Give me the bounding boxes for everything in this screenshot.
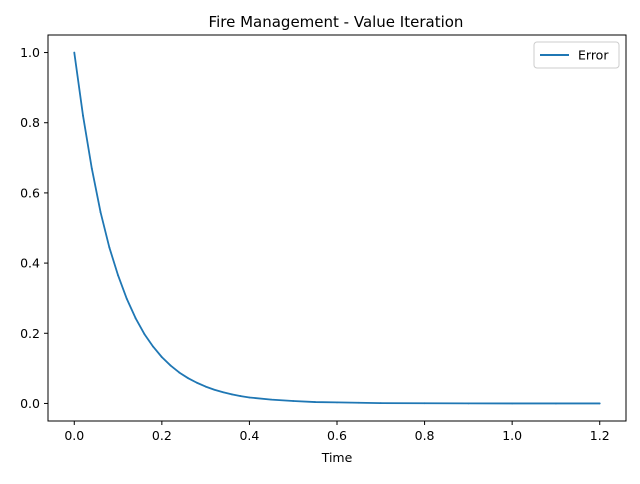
data-point	[90, 167, 93, 170]
data-point	[248, 396, 251, 399]
legend: Error	[533, 41, 620, 69]
data-point	[314, 401, 317, 403]
y-tick-label: 0.0	[20, 396, 40, 411]
data-point	[292, 400, 295, 402]
plot-area	[73, 51, 601, 405]
data-point	[73, 51, 76, 54]
data-point	[213, 388, 216, 391]
x-axis-ticks: 0.0 0.2 0.4 0.6 0.8 1.0 1.2	[64, 421, 610, 443]
data-point	[336, 401, 338, 404]
y-axis-ticks: 0.0 0.2 0.4 0.6 0.8 1.0	[20, 45, 48, 411]
y-tick-label: 1.0	[20, 45, 40, 60]
x-tick-label: 1.2	[590, 428, 610, 443]
y-tick-label: 0.4	[20, 256, 40, 271]
series-line-error	[73, 52, 600, 405]
y-tick-label: 0.8	[20, 115, 40, 130]
data-point	[143, 333, 146, 335]
data-point	[187, 377, 190, 380]
data-point	[195, 381, 198, 384]
data-point	[231, 393, 233, 396]
data-point	[134, 317, 137, 320]
x-tick-label: 0.0	[64, 428, 84, 443]
chart-title: Fire Management - Value Iteration	[209, 13, 464, 31]
data-point	[357, 401, 360, 404]
y-tick-label: 0.6	[20, 185, 40, 200]
data-point	[169, 364, 172, 367]
data-point	[423, 402, 426, 405]
axes-frame	[47, 34, 627, 422]
data-point	[204, 385, 207, 388]
x-tick-label: 0.2	[152, 428, 172, 443]
data-point	[598, 402, 601, 405]
x-axis-label: Time	[321, 450, 353, 465]
data-point	[379, 402, 382, 405]
data-point	[270, 398, 273, 401]
data-point	[125, 297, 128, 300]
x-tick-label: 1.0	[502, 428, 522, 443]
data-point	[99, 211, 102, 214]
data-point	[222, 391, 225, 394]
data-point	[117, 274, 119, 277]
x-tick-label: 0.8	[415, 428, 435, 443]
x-tick-label: 0.6	[327, 428, 347, 443]
y-tick-label: 0.2	[20, 326, 40, 341]
data-point	[511, 402, 514, 405]
data-point	[239, 395, 242, 397]
data-point	[178, 371, 181, 374]
data-point	[152, 345, 154, 348]
data-point	[108, 246, 111, 249]
x-tick-label: 0.4	[239, 428, 259, 443]
data-point	[160, 356, 163, 359]
legend-box	[533, 41, 620, 69]
legend-label-error: Error	[578, 48, 609, 63]
data-point	[467, 402, 470, 405]
data-point	[82, 114, 84, 117]
data-point	[555, 402, 557, 405]
